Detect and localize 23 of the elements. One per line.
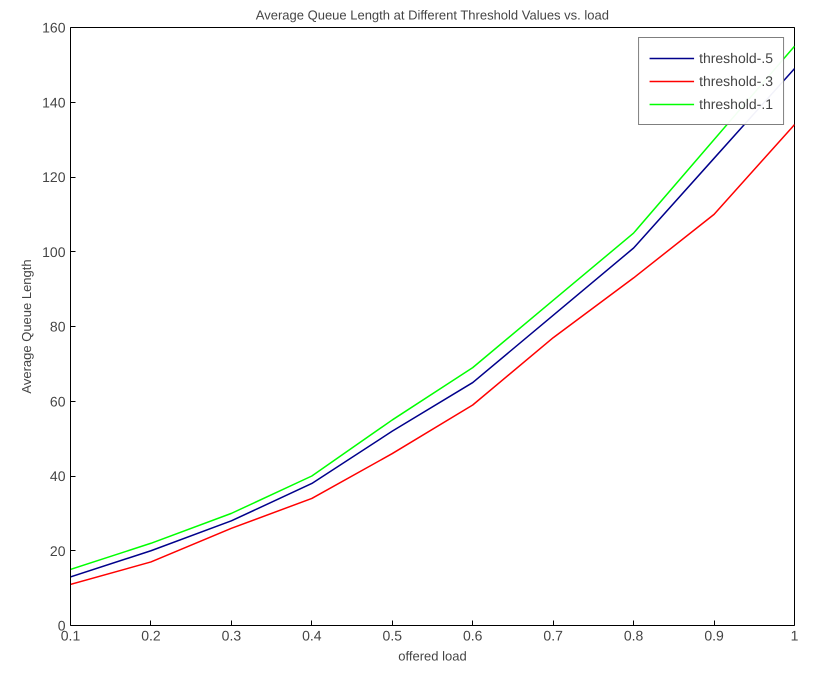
- y-tick-label: 60: [50, 393, 66, 410]
- x-tick-label: 0.8: [624, 628, 644, 644]
- x-tick-label: 0.5: [382, 628, 402, 644]
- y-tick-label: 80: [50, 318, 66, 334]
- legend-label: threshold-.5: [699, 50, 773, 66]
- x-tick-label: 0.3: [222, 628, 242, 644]
- x-tick-label: 1: [790, 628, 799, 644]
- chart-title: Average Queue Length at Different Threshold Values vs. load: [256, 8, 609, 22]
- y-tick-label: 40: [50, 468, 66, 484]
- y-tick-label: 20: [50, 542, 66, 559]
- x-axis-title: offered load: [398, 648, 467, 664]
- x-tick-label: 0.7: [543, 628, 564, 644]
- y-tick-label: 140: [42, 94, 66, 110]
- y-axis-title: Average Queue Length: [19, 259, 34, 394]
- y-tick-label: 160: [42, 20, 66, 36]
- legend-label: threshold-.3: [699, 73, 773, 89]
- x-tick-label: 0.4: [302, 628, 322, 644]
- legend-label: threshold-.1: [699, 96, 773, 112]
- x-tick-label: 0.2: [141, 628, 161, 644]
- y-tick-label: 100: [42, 244, 66, 260]
- x-tick-label: 0.6: [462, 628, 483, 644]
- x-tick-label: 0.9: [704, 628, 724, 644]
- y-tick-label: 120: [42, 169, 66, 185]
